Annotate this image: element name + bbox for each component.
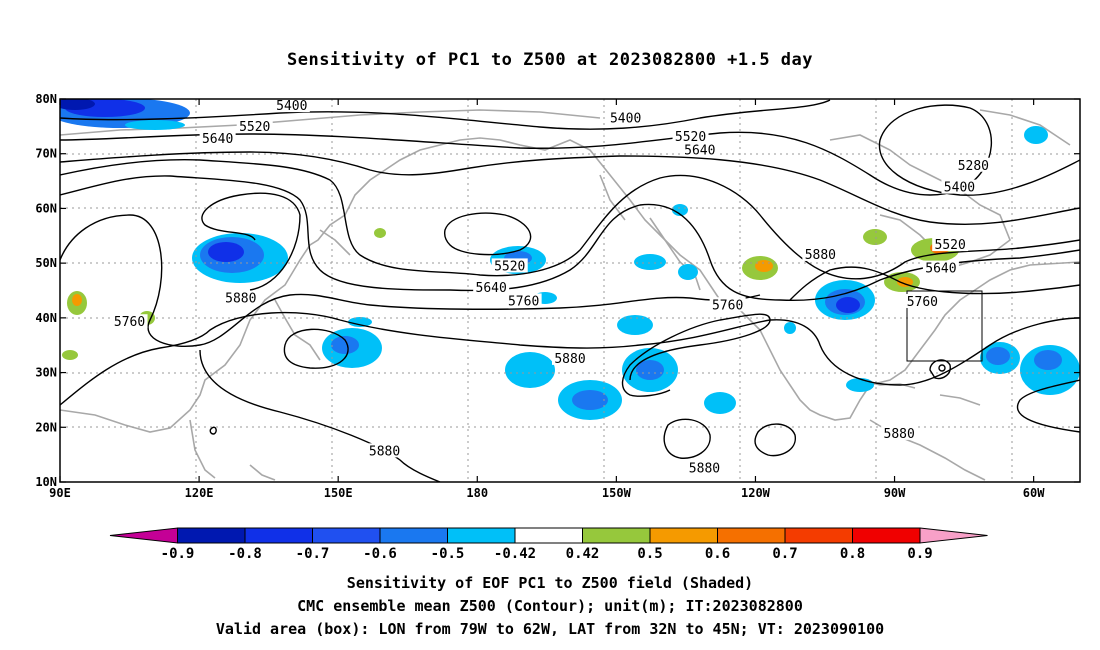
lon-label: 60W — [1023, 486, 1045, 500]
contour-label: 5280 — [958, 159, 989, 174]
lat-label: 70N — [35, 147, 57, 161]
contour-label-bg — [672, 128, 709, 143]
contour-label: 5880 — [225, 292, 256, 307]
colorbar-segment — [514, 527, 583, 544]
colorbar-segment — [312, 527, 381, 544]
contour-label-bg — [199, 130, 236, 145]
contour-label: 5880 — [689, 461, 720, 476]
colorbar-label: -0.7 — [296, 546, 330, 562]
contour-label: 5400 — [944, 181, 975, 196]
colorbar-label: 0.5 — [637, 546, 662, 562]
contour-label: 5760 — [907, 295, 938, 310]
lat-label: 50N — [35, 256, 57, 270]
contour-label: 5640 — [476, 281, 507, 296]
contour-label-bg — [922, 260, 959, 275]
map-axes: 90E 120E 150E 180 150W 120W 90W 60W 10N 20N 30N 40N… — [35, 92, 1080, 500]
colorbar-segment — [244, 527, 313, 544]
contour-label-bg — [491, 258, 528, 273]
colorbar-segment — [379, 527, 448, 544]
lon-label: 90E — [49, 486, 71, 500]
contour-label-bg — [941, 179, 978, 194]
contour-label-bg — [222, 290, 259, 305]
lon-label: 120E — [185, 486, 214, 500]
contour-label: 5640 — [202, 132, 233, 147]
contour-label-bg — [802, 246, 839, 261]
colorbar-segment — [649, 527, 718, 544]
contour-label: 5760 — [712, 298, 743, 313]
colorbar-label: -0.8 — [228, 546, 262, 562]
colorbar-segment — [447, 527, 516, 544]
contour-label-bg — [505, 293, 542, 308]
contour-label: 5640 — [925, 262, 956, 277]
colorbar: -0.9 -0.8 -0.7 -0.6 -0.5 -0.42 0.42 0.5 0.6 0.7 0.… — [109, 527, 988, 562]
colorbar-segment — [177, 527, 246, 544]
colorbar-label: 0.6 — [705, 546, 730, 562]
contour-label-bg — [273, 99, 310, 113]
lon-label: 120W — [741, 486, 771, 500]
contour-label: 5880 — [805, 248, 836, 263]
colorbar-segment — [717, 527, 786, 544]
colorbar-label: 0.42 — [566, 546, 600, 562]
contour-label-bg — [955, 157, 992, 172]
contour-label: 5520 — [935, 238, 966, 253]
lat-label: 40N — [35, 311, 57, 325]
valid-area-box — [906, 290, 983, 362]
contour-label-bg — [881, 425, 918, 440]
map-frame — [59, 98, 1081, 483]
lat-label: 30N — [35, 366, 57, 380]
contour-label-bg — [473, 279, 510, 294]
lon-label: 150E — [324, 486, 353, 500]
contour-label-bg — [681, 142, 718, 157]
colorbar-segment — [852, 527, 921, 544]
caption-shaded: Sensitivity of EOF PC1 to Z500 field (Sh… — [346, 574, 754, 592]
z500-contours — [60, 99, 1080, 482]
contour-label-bg — [607, 110, 644, 125]
colorbar-label: -0.5 — [431, 546, 465, 562]
colorbar-segment — [784, 527, 853, 544]
contour-label-bg — [111, 314, 148, 329]
lon-label: 180 — [466, 486, 488, 500]
contour-labels: 5400540055205520564056405280540055205520… — [111, 99, 992, 476]
lat-label: 10N — [35, 475, 57, 489]
contour-label-bg — [686, 460, 723, 475]
contour-label-bg — [552, 350, 588, 365]
colorbar-label: -0.42 — [494, 546, 536, 562]
lat-label: 20N — [35, 420, 57, 434]
contour-label-bg — [932, 237, 969, 252]
colorbar-segment — [919, 527, 988, 544]
colorbar-label: -0.6 — [363, 546, 397, 562]
contour-label-bg — [904, 293, 941, 308]
contour-label: 5760 — [114, 315, 145, 330]
contour-label: 5520 — [675, 130, 706, 145]
lat-label: 80N — [35, 92, 57, 106]
caption-valid-area: Valid area (box): LON from 79W to 62W, L… — [215, 620, 885, 638]
lat-label: 60N — [35, 201, 57, 215]
colorbar-label: 0.7 — [772, 546, 797, 562]
lon-label: 150W — [602, 486, 632, 500]
contour-label-bg — [366, 443, 403, 458]
colorbar-segment — [582, 527, 651, 544]
contour-label: 5880 — [554, 352, 585, 367]
colorbar-label: 0.8 — [840, 546, 865, 562]
contour-label: 5880 — [369, 444, 400, 459]
contour-label-bg — [236, 118, 273, 133]
contour-label: 5400 — [610, 112, 641, 127]
colorbar-label: -0.9 — [161, 546, 195, 562]
lon-label: 90W — [884, 486, 906, 500]
caption-contour: CMC ensemble mean Z500 (Contour); unit(m… — [297, 597, 803, 615]
colorbar-segment — [109, 527, 178, 544]
contour-label: 5760 — [508, 294, 539, 309]
contour-label-bg — [709, 297, 746, 312]
contour-label: 5880 — [884, 427, 915, 442]
contour-label: 5520 — [239, 120, 270, 135]
colorbar-label: 0.9 — [907, 546, 932, 562]
gridlines — [60, 99, 1080, 482]
plot-title: Sensitivity of PC1 to Z500 at 2023082800… — [286, 50, 813, 70]
contour-label: 5400 — [276, 99, 307, 114]
contour-label: 5640 — [684, 143, 715, 158]
contour-label: 5520 — [494, 259, 525, 274]
